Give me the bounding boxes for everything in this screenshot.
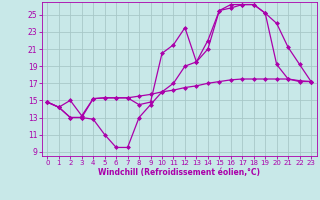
X-axis label: Windchill (Refroidissement éolien,°C): Windchill (Refroidissement éolien,°C)	[98, 168, 260, 177]
